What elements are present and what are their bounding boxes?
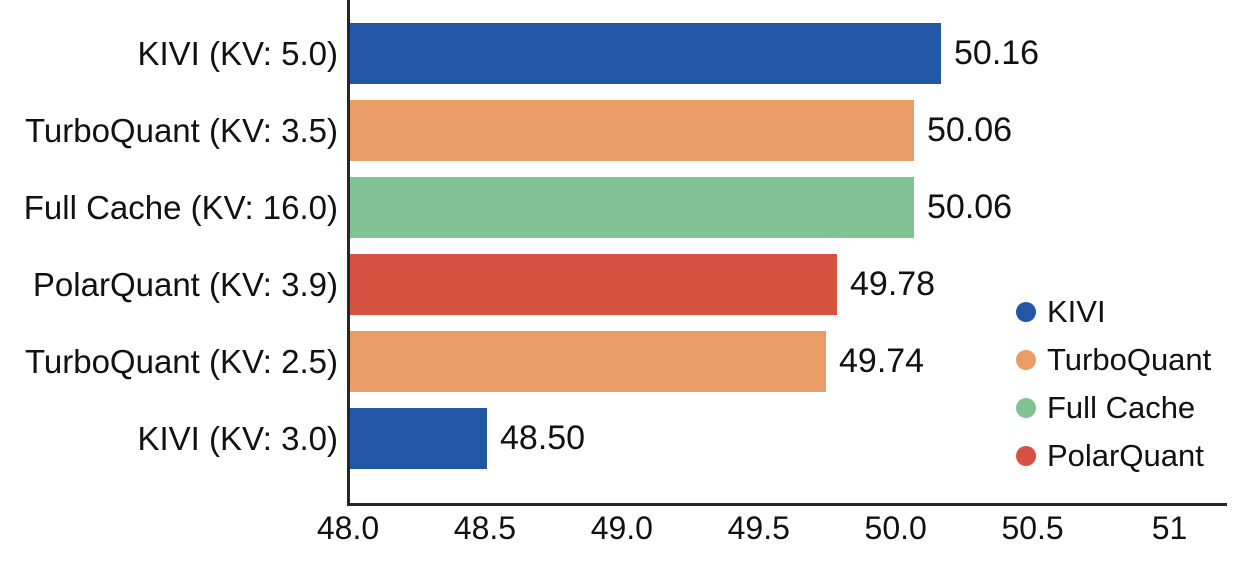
bar-value-label: 50.16	[954, 34, 1040, 72]
x-tick-label: 48.0	[316, 510, 380, 546]
x-tick-label: 51	[1151, 510, 1188, 546]
legend-item: PolarQuant	[1016, 432, 1204, 480]
legend-dot-icon	[1016, 398, 1036, 418]
x-tick-label: 48.5	[453, 510, 517, 546]
legend-label: KIVI	[1047, 294, 1106, 329]
category-label: TurboQuant (KV: 2.5)	[24, 343, 338, 380]
bar	[350, 331, 826, 392]
bar-value-label: 49.74	[839, 342, 925, 380]
bar	[350, 254, 837, 315]
category-label: KIVI (KV: 5.0)	[137, 35, 338, 72]
legend-label: PolarQuant	[1047, 438, 1204, 473]
x-tick-label: 49.0	[590, 510, 653, 546]
bar	[350, 100, 914, 161]
bar	[350, 408, 487, 469]
legend-label: TurboQuant	[1047, 342, 1212, 377]
legend-dot-icon	[1016, 446, 1036, 466]
x-axis-spine	[347, 503, 1227, 506]
bar-value-label: 50.06	[927, 188, 1013, 226]
x-tick-label: 49.5	[727, 510, 790, 546]
bar-value-label: 48.50	[500, 419, 586, 457]
legend-dot-icon	[1016, 302, 1036, 322]
bar-value-label: 50.06	[927, 111, 1013, 149]
y-axis-spine	[347, 0, 350, 506]
x-tick-label: 50.5	[1001, 510, 1064, 546]
bar	[350, 177, 914, 238]
legend-item: TurboQuant	[1016, 336, 1211, 384]
legend-label: Full Cache	[1047, 390, 1196, 425]
x-tick-label: 50.0	[864, 510, 927, 546]
category-label: Full Cache (KV: 16.0)	[23, 189, 338, 226]
category-label: TurboQuant (KV: 3.5)	[24, 112, 338, 149]
bar	[350, 23, 941, 84]
legend-item: KIVI	[1016, 288, 1106, 336]
bar-value-label: 49.78	[850, 265, 936, 303]
legend-dot-icon	[1016, 350, 1036, 370]
category-label: KIVI (KV: 3.0)	[137, 420, 338, 457]
category-label: PolarQuant (KV: 3.9)	[32, 266, 338, 303]
legend-item: Full Cache	[1016, 384, 1195, 432]
